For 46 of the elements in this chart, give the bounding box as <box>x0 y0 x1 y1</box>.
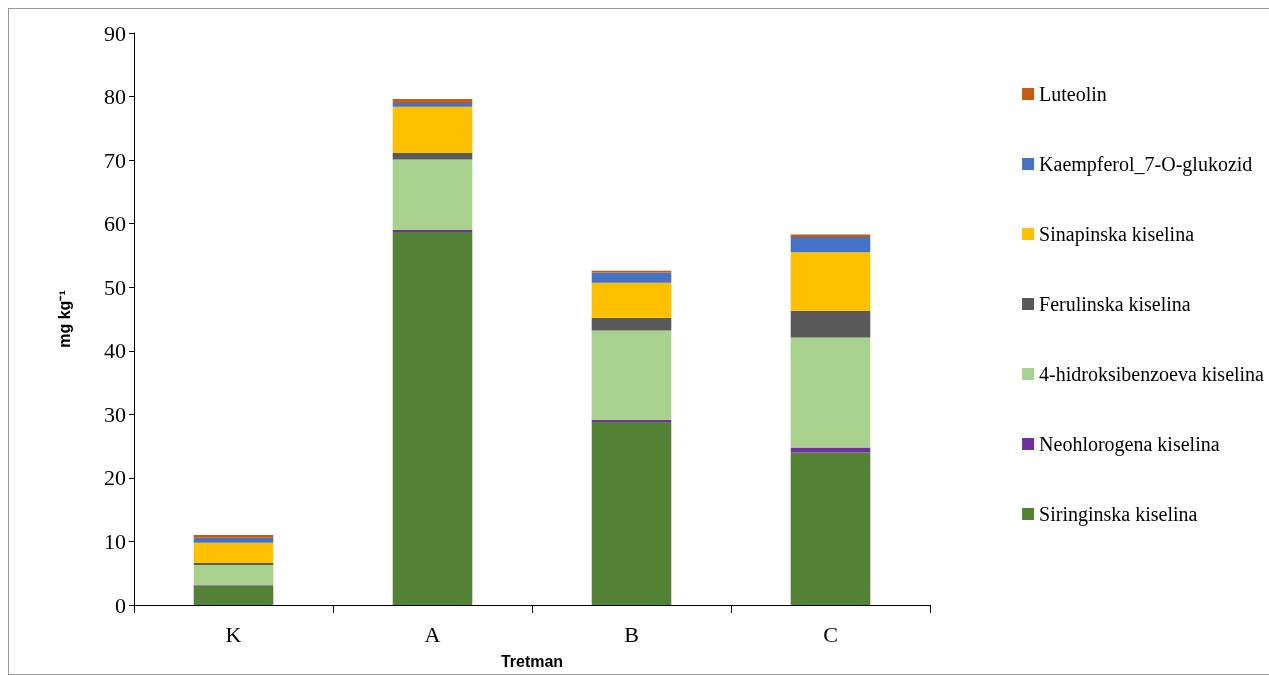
y-tick-label: 10 <box>104 528 126 554</box>
bar <box>790 234 871 238</box>
x-tick-label: B <box>624 621 639 647</box>
bar <box>392 153 473 160</box>
bar <box>790 310 871 338</box>
bar <box>193 535 274 538</box>
legend-label: Luteolin <box>1039 83 1107 105</box>
legend-label: Siringinska kiselina <box>1039 503 1198 526</box>
bar <box>790 447 871 453</box>
bar <box>392 159 473 231</box>
y-tick-label: 90 <box>104 20 126 46</box>
y-tick-label: 40 <box>104 338 126 364</box>
x-tick-label: A <box>424 621 441 647</box>
bar <box>392 99 473 103</box>
y-tick-label: 20 <box>104 465 126 491</box>
x-tick-label: C <box>823 621 838 647</box>
bar <box>193 537 274 543</box>
bar <box>591 272 672 283</box>
bar <box>790 337 871 448</box>
y-tick-label: 70 <box>104 147 126 173</box>
y-tick-label: 50 <box>104 274 126 300</box>
bar <box>392 106 473 154</box>
bar <box>193 585 274 605</box>
y-tick-label: 30 <box>104 401 126 427</box>
bar <box>790 237 871 253</box>
legend-label: Sinapinska kiselina <box>1039 223 1195 246</box>
legend-label: Neohlorogena kiselina <box>1039 433 1220 456</box>
bar <box>591 330 672 421</box>
bar <box>591 282 672 318</box>
y-tick-label: 0 <box>115 592 126 618</box>
y-axis-title: mg kg⁻¹ <box>55 290 73 348</box>
legend-label: 4-hidroksibenzoeva kiselina <box>1039 363 1265 385</box>
bar <box>790 452 871 605</box>
bar <box>591 317 672 331</box>
bar <box>591 421 672 605</box>
y-tick-label: 60 <box>104 211 126 237</box>
x-tick-label: K <box>225 621 242 647</box>
legend-label: Ferulinska kiselina <box>1039 293 1191 315</box>
x-axis-title: Tretman <box>500 652 564 670</box>
bar <box>392 231 473 605</box>
bar <box>392 102 473 107</box>
bar <box>193 564 274 586</box>
y-tick-label: 80 <box>104 84 126 110</box>
legend-label: Kaempferol_7-O-glukozid <box>1039 153 1253 176</box>
bar <box>790 252 871 311</box>
bar <box>193 542 274 564</box>
